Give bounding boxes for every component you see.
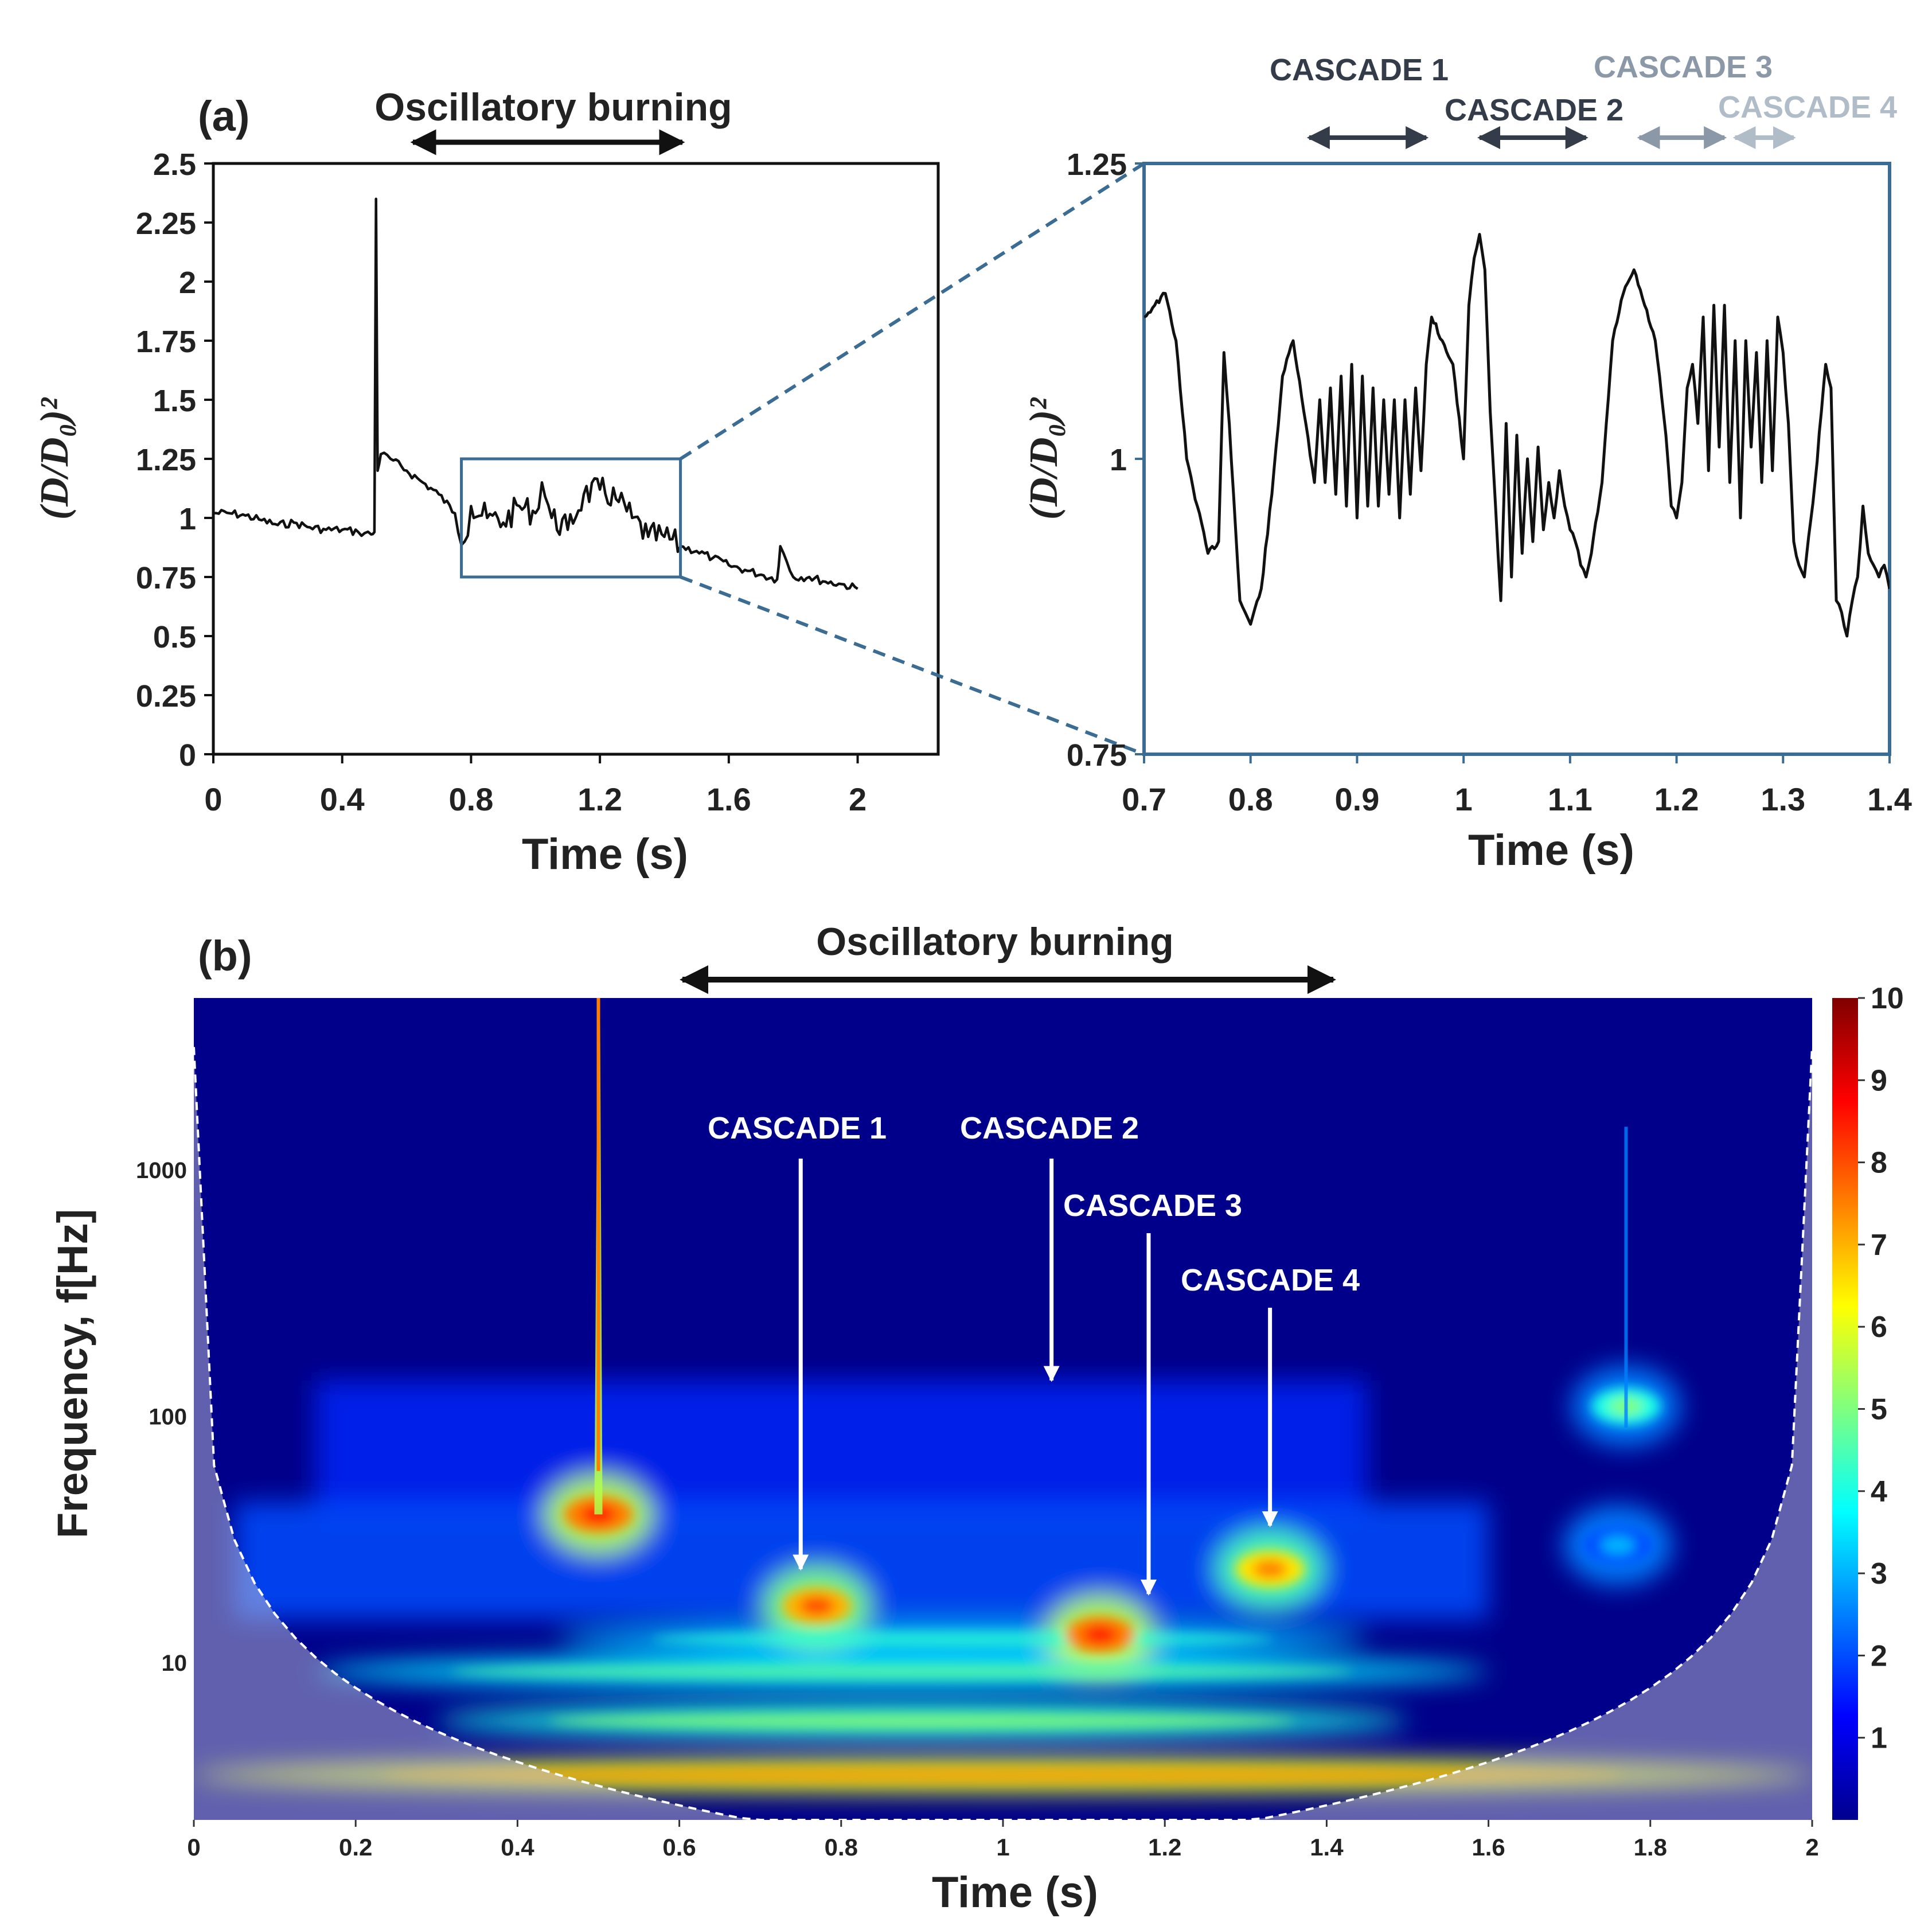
- right-x-tick-label: 0.7: [1122, 781, 1166, 817]
- colorbar-tick-label: 8: [1871, 1147, 1887, 1180]
- oscillatory-burning-label-b: Oscillatory burning: [816, 920, 1173, 964]
- colorbar-tick-label: 4: [1871, 1475, 1887, 1508]
- heatmap-x-tick-label: 1.4: [1310, 1834, 1344, 1861]
- left-x-tick-label: 1.2: [577, 781, 622, 817]
- cascade-range-label: CASCADE 1: [1270, 53, 1449, 87]
- heatmap-hotspot-core: [1083, 1625, 1118, 1644]
- heatmap-band-core: [380, 1767, 1626, 1783]
- colorbar-tick-label: 10: [1871, 982, 1904, 1015]
- left-y-tick-label: 1: [179, 502, 196, 536]
- right-x-tick-label: 0.8: [1228, 781, 1273, 817]
- right-x-tick-label: 0.9: [1334, 781, 1379, 817]
- zoom-connector-bottom: [680, 575, 1145, 756]
- left-y-tick-label: 0: [179, 738, 196, 773]
- right-series-line: [1144, 233, 1890, 638]
- heatmap-x-tick-label: 1.6: [1472, 1834, 1505, 1861]
- heatmap-y-tick-label: 100: [149, 1405, 187, 1430]
- left-y-tick-label: 0.5: [153, 620, 196, 654]
- left-y-tick-label: 1.75: [136, 325, 196, 359]
- colorbar-tick-label: 7: [1871, 1229, 1887, 1262]
- right-x-tick-label: 1.4: [1867, 781, 1912, 817]
- right-y-tick-label: 1.25: [1067, 147, 1127, 182]
- heatmap-x-axis-label: Time (s): [932, 1868, 1098, 1917]
- left-y-tick-label: 2: [179, 266, 196, 300]
- colorbar: [1832, 998, 1858, 1820]
- right-x-tick-label: 1: [1455, 781, 1473, 817]
- colorbar-tick-label: 1: [1871, 1722, 1887, 1755]
- heatmap-band-core: [450, 1663, 1353, 1680]
- right-x-axis-label: Time (s): [1468, 826, 1634, 875]
- heatmap-x-tick-label: 0.4: [501, 1834, 534, 1861]
- heatmap-haze: [315, 1380, 1367, 1515]
- heatmap-x-tick-label: 1: [996, 1834, 1009, 1861]
- heatmap-x-tick-label: 0: [187, 1834, 200, 1861]
- right-x-tick-label: 1.2: [1654, 781, 1699, 817]
- left-x-tick-label: 0: [204, 781, 222, 817]
- right-y-tick-label: 1: [1110, 443, 1127, 477]
- cascade-range-label: CASCADE 3: [1594, 50, 1773, 84]
- wavelet-heatmap: [194, 998, 1812, 1820]
- right-x-tick-label: 1.3: [1761, 781, 1805, 817]
- panel-a-left: (a) Oscillatory burning 0 0.25 0.5 0.75 1 1.2…: [33, 85, 940, 879]
- heatmap-x-tick-label: 1.8: [1634, 1834, 1667, 1861]
- colorbar-tick-label: 2: [1871, 1639, 1887, 1673]
- left-x-tick-label: 0.8: [448, 781, 493, 817]
- heatmap-x-tick-label: 0.6: [662, 1834, 696, 1861]
- heatmap-y-tick-label: 1000: [136, 1158, 187, 1183]
- heatmap-cascade-label: CASCADE 2: [960, 1111, 1139, 1145]
- cascade-range-label: CASCADE 2: [1445, 93, 1623, 127]
- left-x-tick-label: 2: [849, 781, 867, 817]
- left-series-line: [213, 197, 858, 590]
- heatmap-y-tick-label: 10: [162, 1651, 188, 1676]
- left-y-tick-label: 2.5: [153, 147, 196, 182]
- left-y-tick-label: 0.25: [136, 679, 196, 714]
- heatmap-hotspot-core: [1601, 1536, 1636, 1555]
- heatmap-y-axis-label: Frequency, f[Hz]: [49, 1209, 96, 1538]
- left-x-tick-label: 0.4: [320, 781, 365, 817]
- zoom-region-box: [460, 457, 682, 579]
- left-y-tick-label: 1.5: [153, 384, 196, 418]
- heatmap-hotspot-core: [799, 1596, 834, 1615]
- panel-b-label: (b): [198, 932, 252, 980]
- left-y-axis-label: (D/D₀)²: [33, 397, 77, 520]
- heatmap-hotspot-core: [1252, 1560, 1287, 1578]
- heatmap-cascade-label: CASCADE 3: [1063, 1188, 1242, 1223]
- zoom-connector-top: [679, 162, 1145, 461]
- colorbar-tick-label: 9: [1871, 1064, 1887, 1097]
- heatmap-cascade-label: CASCADE 1: [708, 1111, 887, 1145]
- left-y-tick-label: 2.25: [136, 206, 196, 241]
- heatmap-band-core: [548, 1713, 1296, 1729]
- colorbar-tick-label: 6: [1871, 1311, 1887, 1344]
- left-x-tick-label: 1.6: [707, 781, 751, 817]
- cone-of-influence-shading: [194, 1047, 1812, 1820]
- panel-a-right: 0.75 1 1.25 0.7 0.8 0.9 1 1.1 1.2 1.3 1.4 CASCADE…: [1022, 50, 1912, 875]
- right-x-tick-label: 1.1: [1548, 781, 1593, 817]
- heatmap-x-tick-label: 0.2: [339, 1834, 372, 1861]
- oscillatory-burning-label-a: Oscillatory burning: [374, 85, 732, 129]
- heatmap-x-tick-label: 2: [1805, 1834, 1818, 1861]
- colorbar-tick-label: 3: [1871, 1557, 1887, 1590]
- heatmap-x-tick-label: 1.2: [1148, 1834, 1181, 1861]
- colorbar-tick-label: 5: [1871, 1393, 1887, 1426]
- heatmap-cascade-label: CASCADE 4: [1181, 1263, 1360, 1297]
- right-y-axis-label: (D/D₀)²: [1022, 397, 1066, 520]
- panel-a-label: (a): [198, 92, 249, 140]
- heatmap-band-core: [651, 1631, 1274, 1647]
- heatmap-x-tick-label: 0.8: [825, 1834, 858, 1861]
- left-y-tick-label: 0.75: [136, 561, 196, 595]
- left-y-tick-label: 1.25: [136, 443, 196, 477]
- cascade-range-label: CASCADE 4: [1718, 90, 1897, 124]
- left-x-axis-label: Time (s): [522, 830, 688, 879]
- panel-b: (b) Oscillatory burning 0 0.2 0.4 0.6 0.8 1 1.…: [49, 920, 1904, 1917]
- right-y-tick-label: 0.75: [1067, 738, 1127, 773]
